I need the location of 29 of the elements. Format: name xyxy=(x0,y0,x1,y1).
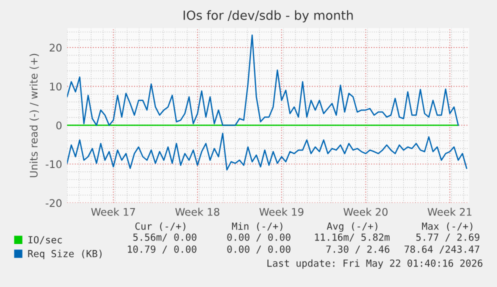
x-tick-label: Week 21 xyxy=(428,208,472,216)
line-series xyxy=(67,34,459,126)
chart-title: IOs for /dev/sdb - by month xyxy=(184,10,353,22)
text: 78.64 /243.47 xyxy=(404,245,480,254)
text: 5.77 / 2.69 xyxy=(416,233,480,242)
y-tick-label: -20 xyxy=(46,199,62,208)
text: 0.00 / 0.00 xyxy=(227,245,290,254)
text: Max (-/+) xyxy=(422,222,472,231)
legend-label: Req Size (KB) xyxy=(28,250,102,260)
text: 0.00 / 0.00 xyxy=(227,233,290,242)
text: 11.16m/ 5.82m xyxy=(315,233,390,242)
y-tick-label: -10 xyxy=(46,160,62,168)
x-tick-label: Week 20 xyxy=(344,208,388,216)
legend-label: IO/sec xyxy=(28,236,62,244)
x-tick-label: Week 19 xyxy=(259,208,304,216)
text: Cur (-/+) xyxy=(135,222,186,231)
text: Avg (-/+) xyxy=(326,222,378,232)
x-tick-label: Week 18 xyxy=(175,208,220,216)
y-tick-label: 20 xyxy=(50,44,62,52)
x-tick-label: Week 17 xyxy=(91,208,136,216)
y-tick-label: 0 xyxy=(56,121,62,130)
text: Min (-/+) xyxy=(232,222,282,231)
text: Last update: Fri May 22 01:40:16 2026 xyxy=(267,259,482,269)
text: 5.56m/ 0.00 xyxy=(133,233,196,242)
text: 10.79 / 0.00 xyxy=(128,245,196,254)
text: 7.30 / 2.46 xyxy=(326,245,390,254)
y-axis-title: Units read (-) / write (+) xyxy=(30,54,39,178)
line-series xyxy=(67,132,468,171)
y-tick-label: 10 xyxy=(50,82,62,90)
